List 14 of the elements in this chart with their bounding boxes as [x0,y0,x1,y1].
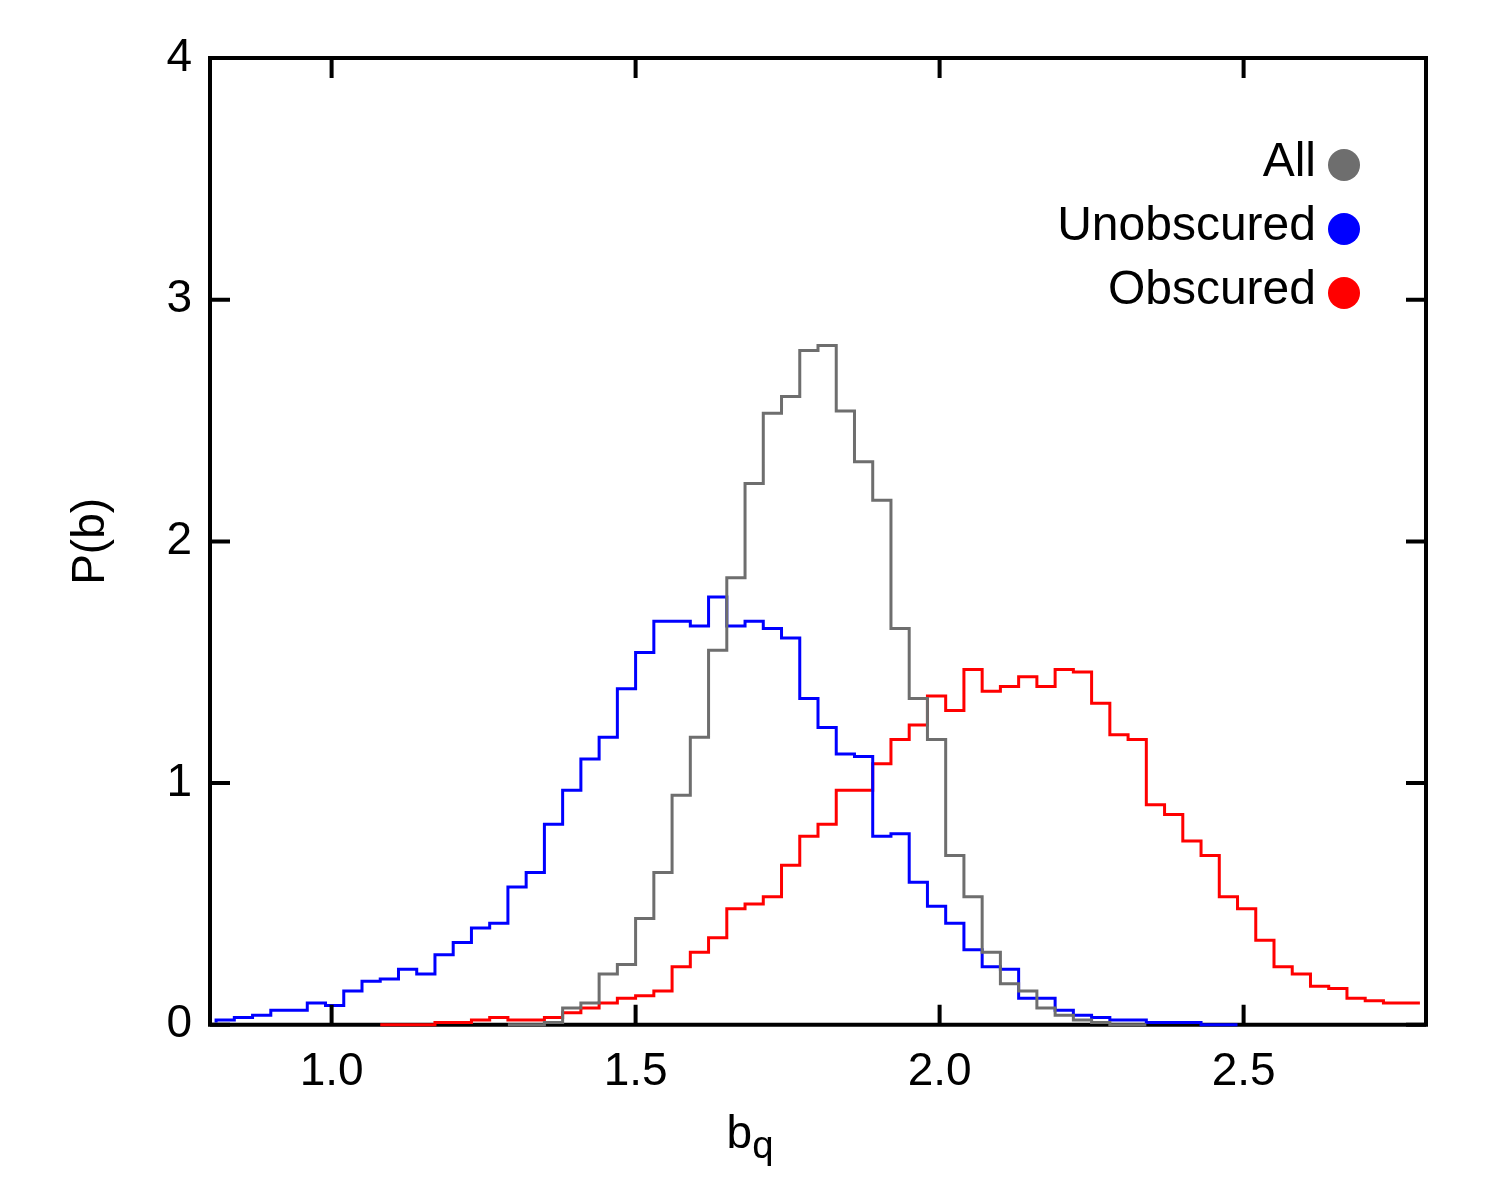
x-tick-label: 1.5 [603,1043,668,1096]
y-tick-label: 1 [166,753,192,806]
legend-label: All [1262,133,1316,187]
legend-label: Unobscured [1057,197,1316,251]
x-tick-label: 1.0 [299,1043,364,1096]
x-tick-label: 2.0 [907,1043,972,1096]
y-tick-label: 2 [166,512,192,565]
y-axis-title: P(b) [62,497,115,585]
y-tick-label: 0 [166,995,192,1048]
x-tick-label: 2.5 [1211,1043,1276,1096]
x-axis-title: b$_{q}$ [725,1105,775,1168]
legend-label: Obscured [1107,261,1316,315]
y-tick-label: 3 [166,270,192,323]
y-tick-label: 4 [166,28,192,81]
